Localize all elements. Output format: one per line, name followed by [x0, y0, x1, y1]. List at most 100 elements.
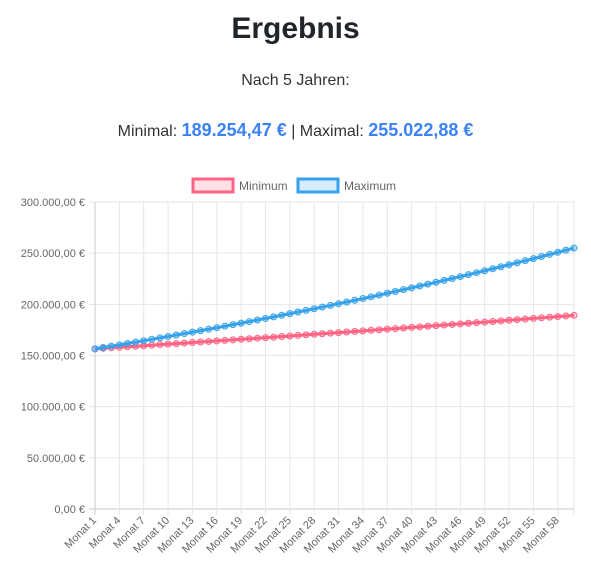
data-point-maximum — [546, 250, 554, 258]
data-point-maximum — [115, 341, 123, 349]
data-point-minimum — [302, 331, 310, 339]
y-tick-label: 150.000,00 € — [21, 351, 85, 363]
data-point-minimum — [521, 315, 529, 323]
data-point-maximum — [335, 300, 343, 308]
data-point-minimum — [318, 330, 326, 338]
data-point-minimum — [570, 311, 578, 319]
data-point-maximum — [481, 267, 489, 275]
data-point-minimum — [278, 333, 286, 341]
data-point-minimum — [221, 336, 229, 344]
data-point-minimum — [245, 335, 253, 343]
y-tick-label: 300.000,00 € — [21, 197, 85, 209]
data-point-maximum — [326, 301, 334, 309]
data-point-maximum — [278, 311, 286, 319]
data-point-maximum — [416, 282, 424, 290]
data-point-minimum — [464, 319, 472, 327]
data-point-minimum — [261, 334, 269, 342]
data-point-maximum — [156, 334, 164, 342]
data-point-maximum — [99, 344, 107, 352]
data-point-maximum — [554, 248, 562, 256]
data-point-maximum — [513, 259, 521, 267]
min-label: Minimal: — [117, 123, 178, 140]
data-point-minimum — [148, 341, 156, 349]
legend-swatch-maximum — [296, 177, 340, 194]
data-point-minimum — [326, 329, 334, 337]
data-point-maximum — [253, 316, 261, 324]
data-point-minimum — [383, 325, 391, 333]
data-point-minimum — [513, 316, 521, 324]
data-point-maximum — [188, 328, 196, 336]
y-tick-label: 200.000,00 € — [21, 299, 85, 311]
data-point-maximum — [343, 298, 351, 306]
data-point-minimum — [448, 320, 456, 328]
data-point-maximum — [408, 284, 416, 292]
data-point-minimum — [294, 331, 302, 339]
data-point-maximum — [375, 291, 383, 299]
data-point-minimum — [180, 339, 188, 347]
max-label: Maximal: — [299, 123, 364, 140]
data-point-minimum — [440, 321, 448, 329]
data-point-maximum — [148, 335, 156, 343]
data-point-minimum — [432, 322, 440, 330]
data-point-minimum — [481, 318, 489, 326]
data-point-maximum — [245, 318, 253, 326]
data-point-minimum — [473, 319, 481, 327]
data-point-maximum — [270, 313, 278, 321]
data-point-minimum — [205, 337, 213, 345]
data-point-maximum — [448, 274, 456, 282]
data-point-minimum — [359, 327, 367, 335]
data-point-minimum — [400, 324, 408, 332]
data-point-maximum — [473, 269, 481, 277]
data-point-minimum — [172, 340, 180, 348]
legend-swatch-minimum — [191, 177, 235, 194]
data-point-maximum — [294, 308, 302, 316]
data-point-maximum — [221, 322, 229, 330]
data-point-maximum — [229, 321, 237, 329]
data-point-minimum — [562, 312, 570, 320]
y-tick-label: 0,00 € — [54, 504, 85, 516]
data-point-maximum — [521, 257, 529, 265]
legend-label-minimum: Minimum — [239, 179, 288, 193]
data-point-minimum — [538, 314, 546, 322]
page-title: Ergebnis — [231, 12, 360, 45]
data-point-minimum — [335, 329, 343, 337]
data-point-minimum — [375, 326, 383, 334]
data-point-minimum — [140, 342, 148, 350]
data-point-maximum — [562, 246, 570, 254]
y-tick-label: 100.000,00 € — [21, 402, 85, 414]
data-point-maximum — [424, 280, 432, 288]
data-point-maximum — [489, 265, 497, 273]
data-point-minimum — [213, 337, 221, 345]
data-point-minimum — [156, 341, 164, 349]
data-point-maximum — [318, 303, 326, 311]
data-point-minimum — [497, 317, 505, 325]
data-point-minimum — [164, 340, 172, 348]
separator: | — [291, 123, 296, 140]
data-point-minimum — [416, 323, 424, 331]
data-point-minimum — [554, 313, 562, 321]
data-point-maximum — [432, 278, 440, 286]
data-point-minimum — [529, 314, 537, 322]
data-point-maximum — [91, 345, 99, 353]
data-point-maximum — [383, 289, 391, 297]
data-point-minimum — [424, 322, 432, 330]
data-point-minimum — [270, 333, 278, 341]
data-point-minimum — [286, 332, 294, 340]
data-point-maximum — [367, 293, 375, 301]
data-point-minimum — [505, 316, 513, 324]
data-point-maximum — [180, 330, 188, 338]
line-chart: 0,00 € 50.000,00 € 100.000,00 € 150.000,00 … — [21, 177, 578, 556]
data-point-maximum — [456, 273, 464, 281]
result-summary: Minimal: 189.254,47 € | Maximal: 255.022… — [0, 120, 591, 141]
data-point-maximum — [107, 342, 115, 350]
series-line-maximum — [94, 246, 575, 351]
data-point-maximum — [391, 287, 399, 295]
data-point-maximum — [286, 310, 294, 318]
y-tick-label: 50.000,00 € — [27, 453, 85, 465]
data-point-maximum — [310, 305, 318, 313]
data-point-minimum — [351, 327, 359, 335]
data-point-minimum — [408, 323, 416, 331]
data-point-maximum — [164, 332, 172, 340]
data-point-minimum — [310, 330, 318, 338]
data-point-maximum — [140, 337, 148, 345]
